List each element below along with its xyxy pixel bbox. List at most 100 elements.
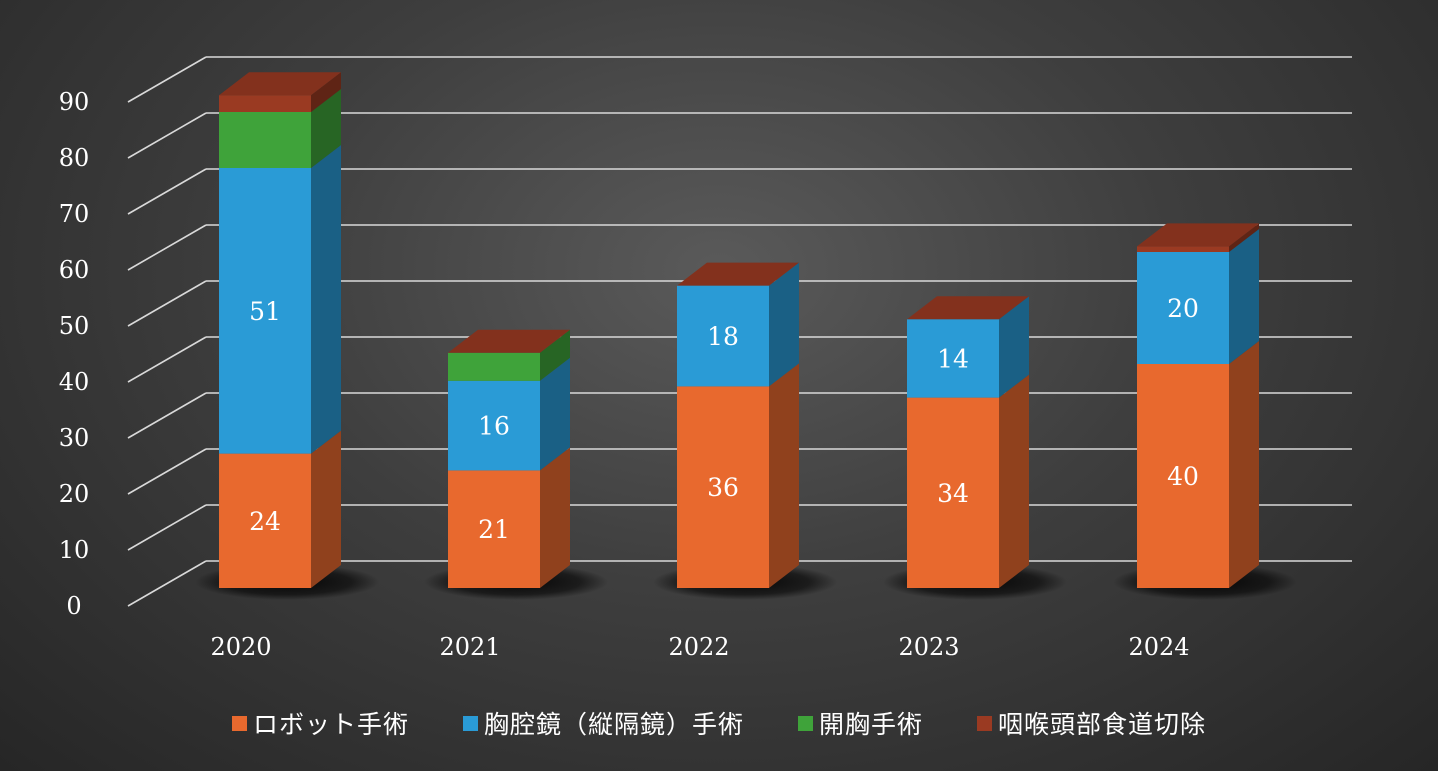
bar-side	[1229, 229, 1259, 364]
data-label: 20	[1167, 294, 1199, 323]
legend-swatch-robot	[231, 715, 247, 731]
gridline-depth-90	[127, 56, 207, 103]
legend-label-open: 開胸手術	[819, 710, 924, 739]
bar-side	[540, 447, 570, 588]
x-tick-label: 2022	[668, 633, 729, 661]
bar-front	[907, 397, 999, 588]
y-tick-label: 0	[66, 592, 81, 620]
data-label: 14	[937, 344, 969, 373]
gridline-depth-80	[127, 112, 207, 159]
gridline-depth-70	[127, 168, 207, 215]
bar-front	[677, 285, 769, 387]
bar-top	[1137, 223, 1259, 247]
x-tick-label: 2023	[898, 633, 959, 661]
bar-top	[448, 329, 570, 353]
gridline-depth-60	[127, 224, 207, 271]
y-axis: 0 10 20 30 40 50 60 70 80 90	[59, 88, 90, 620]
legend-item-open: 開胸手術	[798, 705, 923, 741]
bar-2024-series-0	[1137, 341, 1259, 588]
bar-side	[311, 145, 341, 454]
data-label: 36	[707, 473, 739, 502]
y-tick-label: 10	[59, 536, 90, 564]
y-tick-label: 30	[59, 424, 90, 452]
legend-swatch-esophagus	[977, 715, 993, 731]
x-tick-label: 2024	[1128, 633, 1189, 661]
legend-item-esophagus: 咽喉頭部食道切除	[977, 705, 1206, 741]
legend-label-robot: ロボット手術	[252, 710, 409, 739]
x-axis: 2020 2021 2022 2023 2024	[210, 633, 1189, 661]
gridline-depth-50	[127, 280, 207, 327]
bar-2020-series-0	[219, 430, 341, 588]
bar-2023-series-1	[907, 296, 1029, 398]
bar-side	[999, 296, 1029, 398]
data-label: 21	[478, 515, 510, 544]
bar-front	[1137, 252, 1229, 364]
legend-item-robot: ロボット手術	[231, 705, 409, 741]
legend-item-thoracoscopic: 胸腔鏡（縦隔鏡）手術	[462, 705, 744, 741]
y-tick-label: 60	[59, 256, 90, 284]
y-tick-label: 80	[59, 144, 90, 172]
data-label: 18	[707, 322, 739, 351]
bars	[219, 72, 1259, 588]
bar-2020-series-3	[219, 72, 341, 112]
data-label: 40	[1167, 462, 1199, 491]
bar-front	[219, 112, 311, 168]
bar-top	[907, 296, 1029, 320]
bar-2020-series-1	[219, 145, 341, 454]
bar-side	[311, 72, 341, 112]
bar-front	[219, 168, 311, 454]
bar-front	[907, 319, 999, 398]
legend-label-esophagus: 咽喉頭部食道切除	[998, 710, 1207, 739]
bar-front	[1137, 364, 1229, 588]
data-label: 34	[937, 479, 969, 508]
y-tick-label: 70	[59, 200, 90, 228]
legend: ロボット手術 胸腔鏡（縦隔鏡）手術 開胸手術 咽喉頭部食道切除	[0, 703, 1438, 743]
bar-2023-series-0	[907, 374, 1029, 588]
y-tick-label: 90	[59, 88, 90, 116]
legend-swatch-open	[798, 715, 813, 731]
gridline-depth-40	[127, 336, 207, 383]
bar-2024-series-3	[1137, 223, 1259, 252]
bar-side	[540, 329, 570, 381]
bar-side	[1229, 341, 1259, 588]
bar-side	[769, 363, 799, 588]
data-label: 16	[478, 412, 510, 441]
bar-front	[448, 352, 540, 381]
gridline-depth-10	[127, 504, 207, 551]
bar-side	[1229, 223, 1259, 252]
gridline-depth-0	[127, 560, 207, 607]
bar-top	[677, 262, 799, 286]
gridline-depth-30	[127, 392, 207, 439]
bar-top	[219, 72, 341, 96]
y-tick-label: 50	[59, 312, 90, 340]
bar-side	[769, 262, 799, 387]
bar-2022-series-0	[677, 363, 799, 588]
legend-label-thoracoscopic: 胸腔鏡（縦隔鏡）手術	[483, 710, 744, 739]
data-label: 24	[249, 507, 281, 536]
bar-2022-series-1	[677, 262, 799, 387]
x-tick-label: 2021	[439, 633, 500, 661]
data-labels: 24 51 21 16 36 18 34 14 40 20	[249, 294, 1199, 544]
bar-2021-series-1	[448, 357, 570, 471]
bar-front	[1137, 246, 1229, 252]
bar-2020-series-2	[219, 89, 341, 168]
bar-front	[219, 95, 311, 112]
data-label: 51	[249, 297, 281, 326]
bar-front	[448, 380, 540, 471]
bar-2021-series-0	[448, 447, 570, 588]
bar-side	[540, 357, 570, 471]
bar-side	[999, 374, 1029, 588]
gridline-depth-20	[127, 448, 207, 495]
bar-front	[219, 453, 311, 588]
bar-side	[311, 430, 341, 588]
bar-front	[448, 470, 540, 588]
bar-side	[311, 89, 341, 168]
bar-2021-series-2	[448, 329, 570, 381]
bar-2024-series-1	[1137, 229, 1259, 364]
y-tick-label: 40	[59, 368, 90, 396]
y-tick-label: 20	[59, 480, 90, 508]
bar-front	[677, 386, 769, 588]
legend-swatch-thoracoscopic	[462, 715, 478, 731]
x-tick-label: 2020	[210, 633, 271, 661]
